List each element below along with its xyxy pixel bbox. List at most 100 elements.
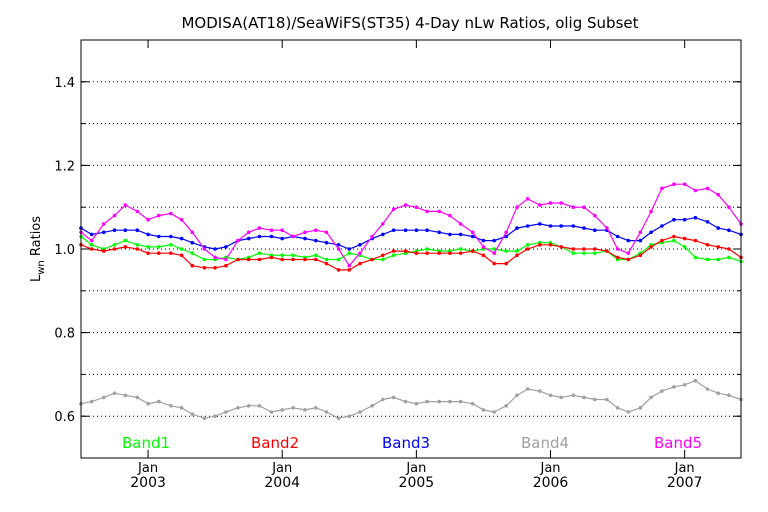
- y-tick-label: 1.0: [54, 243, 75, 258]
- data-point: [538, 222, 542, 226]
- data-point: [492, 261, 497, 266]
- data-point: [135, 228, 140, 232]
- data-point: [716, 192, 720, 197]
- data-point: [481, 238, 486, 243]
- data-point: [370, 404, 374, 408]
- data-point: [257, 251, 262, 255]
- data-point: [605, 249, 609, 253]
- data-point: [112, 213, 117, 218]
- data-point: [626, 238, 631, 243]
- data-point: [303, 230, 307, 235]
- data-point: [515, 205, 519, 209]
- data-point: [347, 414, 352, 419]
- data-point: [492, 247, 497, 251]
- data-point: [157, 213, 161, 218]
- data-point: [437, 399, 442, 404]
- series-line: [80, 380, 742, 419]
- data-point: [303, 408, 307, 412]
- data-point: [391, 395, 396, 400]
- data-point: [403, 228, 408, 232]
- data-point: [391, 249, 396, 253]
- data-point: [571, 205, 576, 209]
- data-point: [593, 228, 597, 232]
- data-point: [324, 257, 329, 262]
- data-point: [202, 416, 207, 421]
- data-point: [538, 389, 542, 393]
- data-point: [303, 257, 307, 262]
- data-point: [716, 226, 720, 230]
- data-point: [370, 234, 374, 239]
- series-line: [80, 183, 742, 267]
- data-point: [112, 247, 117, 251]
- data-point: [236, 238, 240, 243]
- data-point: [492, 238, 497, 243]
- data-point: [102, 222, 106, 226]
- data-point: [190, 251, 195, 255]
- data-point: [190, 230, 195, 235]
- data-point: [246, 404, 251, 408]
- data-point: [213, 266, 217, 270]
- data-point: [381, 257, 385, 262]
- data-point: [425, 399, 429, 404]
- data-point: [672, 182, 676, 186]
- data-point: [515, 226, 519, 230]
- data-point: [559, 395, 563, 400]
- data-point: [672, 238, 676, 243]
- data-point: [146, 245, 150, 249]
- legend-label-band2: Band2: [251, 434, 299, 452]
- data-point: [269, 234, 274, 239]
- data-point: [146, 232, 150, 237]
- data-point: [660, 186, 664, 191]
- data-point: [458, 247, 463, 251]
- data-point: [470, 230, 475, 235]
- data-point: [593, 397, 597, 402]
- data-point: [257, 234, 262, 239]
- data-point: [324, 230, 329, 235]
- data-point: [705, 387, 710, 391]
- data-point: [146, 401, 150, 406]
- data-point: [269, 255, 274, 260]
- y-axis-label: Lwn Ratios: [29, 216, 47, 282]
- x-tick-month-label: Jan: [137, 461, 158, 476]
- data-point: [314, 228, 318, 232]
- data-point: [202, 266, 207, 270]
- data-point: [525, 243, 530, 247]
- data-point: [571, 224, 576, 228]
- data-point: [437, 230, 442, 235]
- data-point: [425, 209, 429, 214]
- data-point: [123, 393, 128, 398]
- x-tick-year-label: 2003: [130, 475, 166, 491]
- series-band5: [79, 182, 743, 268]
- data-point: [593, 247, 597, 251]
- data-point: [336, 257, 341, 262]
- data-point: [515, 253, 519, 258]
- x-tick-month-label: Jan: [271, 461, 292, 476]
- data-point: [649, 395, 653, 400]
- data-point: [548, 224, 553, 228]
- data-point: [448, 399, 452, 404]
- data-point: [593, 251, 597, 255]
- data-point: [448, 251, 452, 255]
- data-point: [391, 207, 396, 212]
- data-point: [559, 224, 563, 228]
- series-line: [80, 235, 742, 271]
- data-point: [525, 247, 530, 251]
- data-point: [336, 268, 341, 272]
- x-tick-year-label: 2004: [264, 475, 300, 491]
- data-point: [682, 236, 687, 241]
- x-tick-year-label: 2005: [399, 475, 435, 491]
- data-point: [548, 393, 553, 398]
- data-point: [291, 406, 295, 410]
- series-band3: [79, 215, 743, 251]
- data-point: [347, 268, 352, 272]
- data-point: [336, 416, 341, 421]
- data-point: [705, 220, 710, 224]
- data-point: [693, 255, 698, 260]
- data-point: [448, 213, 452, 218]
- data-point: [693, 238, 698, 243]
- data-point: [169, 234, 173, 239]
- data-point: [324, 261, 329, 266]
- data-point: [716, 391, 720, 396]
